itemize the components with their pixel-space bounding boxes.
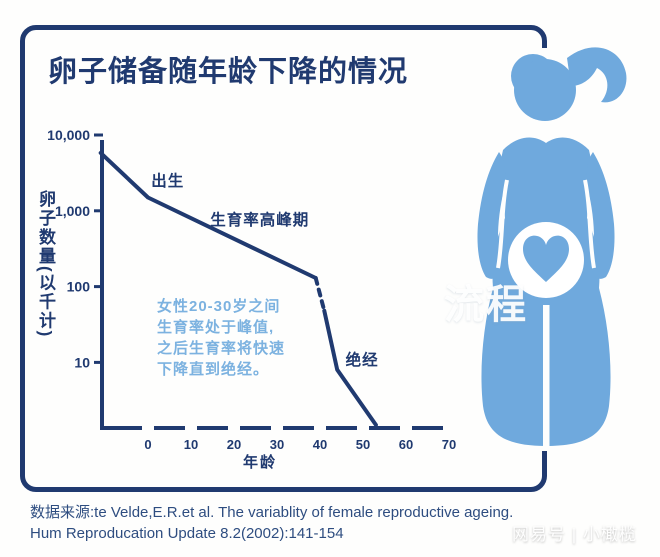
arm-gap-left [496,179,509,269]
y-axis-title: 卵子数量(以千计) [36,190,55,339]
source-line-2: Hum Reproducation Update 8.2(2002):141-1… [30,525,344,542]
source-line-1: 数据来源:te Velde,E.R.et al. The variablity … [30,504,514,521]
pregnant-woman-icon [477,47,627,450]
arm-gap-right [583,179,596,269]
page-title: 卵子储备随年龄下降的情况 [48,56,409,88]
note-line: 下降直到绝经。 [157,361,270,378]
note-line: 女性20-30岁之间 [157,298,281,315]
ponytail [567,47,627,103]
left-arm [477,152,506,279]
right-arm [586,152,615,279]
heart-icon [523,235,569,282]
fertility-note: 女性20-30岁之间 生育率处于峰值, 之后生育率将快速 下降直到绝经。 [157,296,285,380]
head [514,59,576,121]
watermark-center: 流程 [444,283,528,327]
data-source: 数据来源:te Velde,E.R.et al. The variablity … [30,502,513,544]
note-line: 生育率处于峰值, [157,319,275,336]
watermark-bottom-right: 网易号 | 小橄榄 [512,525,637,544]
note-line: 之后生育率将快速 [157,340,286,357]
skirt-slit [543,305,550,450]
